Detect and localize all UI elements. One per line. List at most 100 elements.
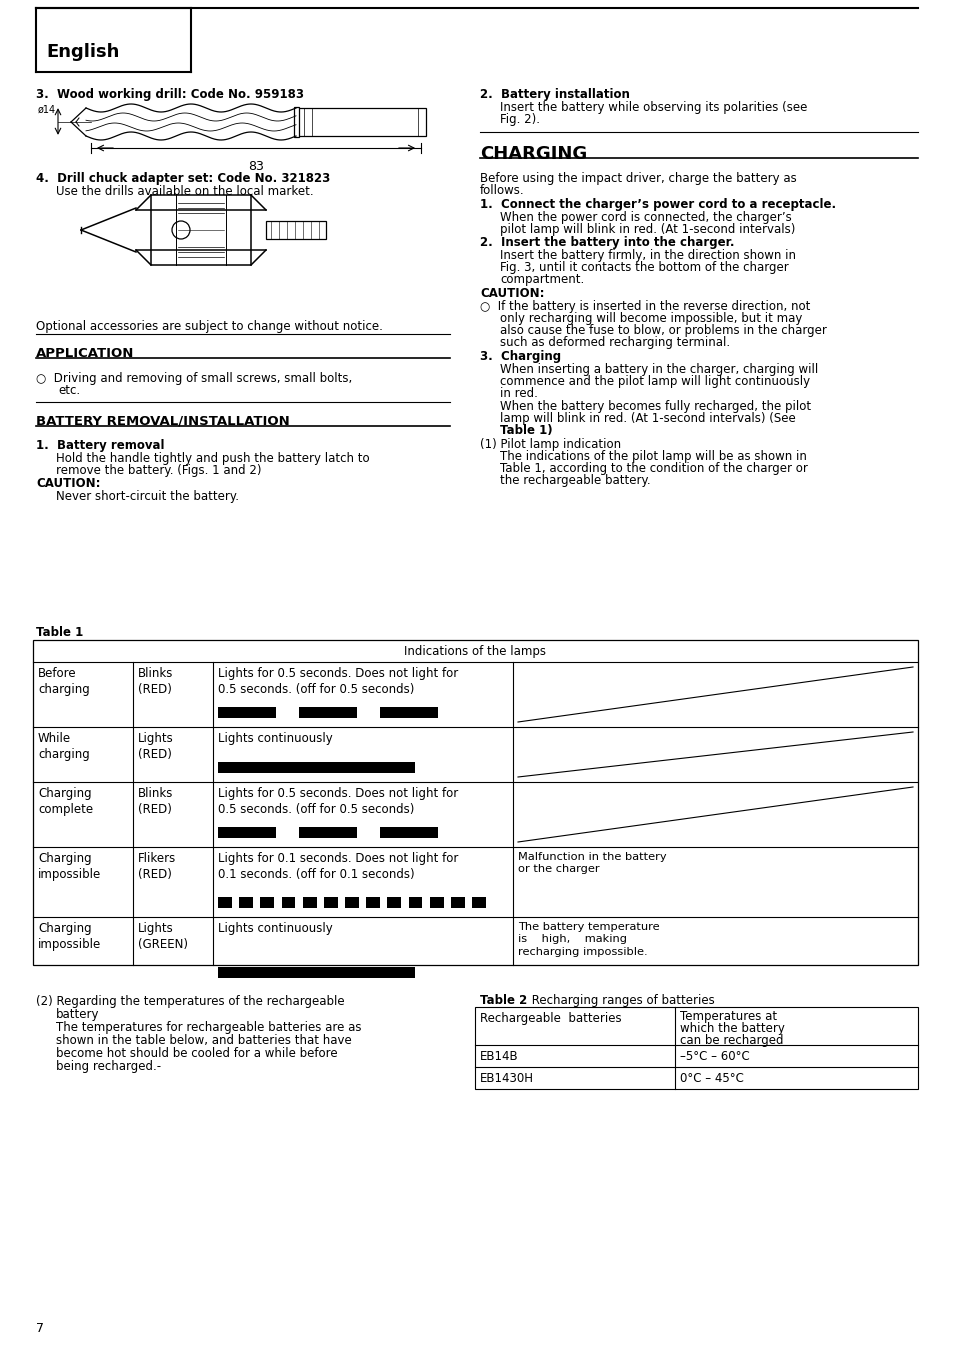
Text: such as deformed recharging terminal.: such as deformed recharging terminal. [499, 337, 729, 349]
Bar [218, 763, 415, 773]
Text: (1) Pilot lamp indication: (1) Pilot lamp indication [479, 438, 620, 452]
Bar [294, 107, 298, 138]
Text: which the battery: which the battery [679, 1022, 784, 1036]
Text: 0°C – 45°C: 0°C – 45°C [679, 1072, 743, 1086]
Text: the rechargeable battery.: the rechargeable battery. [499, 475, 650, 487]
Text: Hold the handle tightly and push the battery latch to: Hold the handle tightly and push the bat… [56, 452, 369, 465]
Text: being recharged.-: being recharged.- [56, 1060, 161, 1073]
Text: Table 1: Table 1 [36, 626, 83, 639]
Text: pilot lamp will blink in red. (At 1-second intervals): pilot lamp will blink in red. (At 1-seco… [499, 223, 795, 237]
Text: 1.  Battery removal: 1. Battery removal [36, 439, 164, 452]
Bar [408, 896, 422, 909]
Text: Recharging ranges of batteries: Recharging ranges of batteries [527, 994, 714, 1007]
Text: also cause the fuse to blow, or problems in the charger: also cause the fuse to blow, or problems… [499, 324, 826, 337]
Bar [266, 220, 326, 239]
Text: EB14B: EB14B [479, 1051, 518, 1063]
Text: Table 2: Table 2 [479, 994, 527, 1007]
Text: Fig. 3, until it contacts the bottom of the charger: Fig. 3, until it contacts the bottom of … [499, 261, 788, 274]
Bar [302, 896, 316, 909]
Bar [429, 896, 443, 909]
Text: ○  Driving and removing of small screws, small bolts,: ○ Driving and removing of small screws, … [36, 372, 352, 385]
Text: Lights for 0.5 seconds. Does not light for
0.5 seconds. (off for 0.5 seconds): Lights for 0.5 seconds. Does not light f… [218, 787, 457, 817]
Text: can be recharged: can be recharged [679, 1034, 782, 1046]
Text: Before
charging: Before charging [38, 667, 90, 696]
Text: lamp will blink in red. (At 1-second intervals) (See: lamp will blink in red. (At 1-second int… [499, 412, 795, 425]
Bar [472, 896, 485, 909]
Text: When the battery becomes fully recharged, the pilot: When the battery becomes fully recharged… [499, 400, 810, 412]
Text: etc.: etc. [58, 384, 80, 397]
Bar [37, 68, 190, 74]
Text: Lights for 0.5 seconds. Does not light for
0.5 seconds. (off for 0.5 seconds): Lights for 0.5 seconds. Does not light f… [218, 667, 457, 696]
Text: When inserting a battery in the charger, charging will: When inserting a battery in the charger,… [499, 362, 818, 376]
Text: When the power cord is connected, the charger’s: When the power cord is connected, the ch… [499, 211, 791, 224]
Text: 4.  Drill chuck adapter set: Code No. 321823: 4. Drill chuck adapter set: Code No. 321… [36, 172, 330, 185]
Bar [387, 896, 401, 909]
Text: Lights for 0.1 seconds. Does not light for
0.1 seconds. (off for 0.1 seconds): Lights for 0.1 seconds. Does not light f… [218, 852, 457, 882]
Text: 2.  Battery installation: 2. Battery installation [479, 88, 629, 101]
Text: compartment.: compartment. [499, 273, 583, 287]
Text: Fig. 2).: Fig. 2). [499, 114, 539, 126]
Bar [218, 707, 275, 718]
Text: Lights
(RED): Lights (RED) [138, 731, 173, 761]
Text: 1.  Connect the charger’s power cord to a receptacle.: 1. Connect the charger’s power cord to a… [479, 197, 835, 211]
Text: 7: 7 [36, 1322, 44, 1334]
Text: 3.  Wood working drill: Code No. 959183: 3. Wood working drill: Code No. 959183 [36, 88, 304, 101]
Bar [151, 195, 251, 265]
Bar [295, 108, 426, 135]
Text: 2.  Insert the battery into the charger.: 2. Insert the battery into the charger. [479, 237, 734, 249]
Text: (2) Regarding the temperatures of the rechargeable: (2) Regarding the temperatures of the re… [36, 995, 344, 1009]
Text: Blinks
(RED): Blinks (RED) [138, 667, 173, 696]
Bar [366, 896, 379, 909]
Bar [380, 707, 438, 718]
Text: in red.: in red. [499, 387, 537, 400]
Text: ø14: ø14 [38, 105, 56, 115]
Text: CAUTION:: CAUTION: [36, 477, 100, 489]
Text: Optional accessories are subject to change without notice.: Optional accessories are subject to chan… [36, 320, 382, 333]
Text: Rechargeable  batteries: Rechargeable batteries [479, 1013, 621, 1025]
Text: Before using the impact driver, charge the battery as: Before using the impact driver, charge t… [479, 172, 796, 185]
Text: Table 1, according to the condition of the charger or: Table 1, according to the condition of t… [499, 462, 807, 475]
Text: Malfunction in the battery
or the charger: Malfunction in the battery or the charge… [517, 852, 666, 875]
Bar [33, 639, 917, 965]
Text: Flikers
(RED): Flikers (RED) [138, 852, 176, 882]
Text: shown in the table below, and batteries that have: shown in the table below, and batteries … [56, 1034, 352, 1046]
Text: –5°C – 60°C: –5°C – 60°C [679, 1051, 749, 1063]
Text: English: English [46, 43, 119, 61]
Bar [451, 896, 464, 909]
Text: BATTERY REMOVAL/INSTALLATION: BATTERY REMOVAL/INSTALLATION [36, 415, 290, 429]
Text: The battery temperature
is    high,    making
recharging impossible.: The battery temperature is high, making … [517, 922, 659, 957]
Text: battery: battery [56, 1009, 99, 1021]
Text: EB1430H: EB1430H [479, 1072, 534, 1086]
Text: CHARGING: CHARGING [479, 145, 587, 164]
Text: The indications of the pilot lamp will be as shown in: The indications of the pilot lamp will b… [499, 450, 806, 462]
Text: APPLICATION: APPLICATION [36, 347, 134, 360]
Bar [345, 896, 358, 909]
Text: remove the battery. (Figs. 1 and 2): remove the battery. (Figs. 1 and 2) [56, 464, 261, 477]
Text: only recharging will become impossible, but it may: only recharging will become impossible, … [499, 312, 801, 324]
Bar [218, 967, 415, 977]
Bar [218, 896, 232, 909]
Text: become hot should be cooled for a while before: become hot should be cooled for a while … [56, 1046, 337, 1060]
Text: Blinks
(RED): Blinks (RED) [138, 787, 173, 817]
Text: 3.  Charging: 3. Charging [479, 350, 560, 362]
Text: Use the drills available on the local market.: Use the drills available on the local ma… [56, 185, 314, 197]
Text: 83: 83 [248, 160, 264, 173]
Text: The temperatures for rechargeable batteries are as: The temperatures for rechargeable batter… [56, 1021, 361, 1034]
Text: Lights continuously: Lights continuously [218, 731, 333, 745]
Text: Table 1): Table 1) [499, 425, 552, 437]
Bar [380, 827, 438, 838]
Text: Lights
(GREEN): Lights (GREEN) [138, 922, 188, 950]
Text: Never short-circuit the battery.: Never short-circuit the battery. [56, 489, 239, 503]
Bar [218, 827, 275, 838]
Text: CAUTION:: CAUTION: [479, 287, 544, 300]
Bar [299, 707, 356, 718]
Text: follows.: follows. [479, 184, 524, 197]
Bar [475, 1007, 917, 1088]
Text: Temperatures at: Temperatures at [679, 1010, 777, 1023]
Text: Insert the battery firmly, in the direction shown in: Insert the battery firmly, in the direct… [499, 249, 795, 262]
Text: ○  If the battery is inserted in the reverse direction, not: ○ If the battery is inserted in the reve… [479, 300, 809, 314]
Bar [323, 896, 337, 909]
Text: Lights continuously: Lights continuously [218, 922, 333, 936]
Text: While
charging: While charging [38, 731, 90, 761]
Bar [260, 896, 274, 909]
